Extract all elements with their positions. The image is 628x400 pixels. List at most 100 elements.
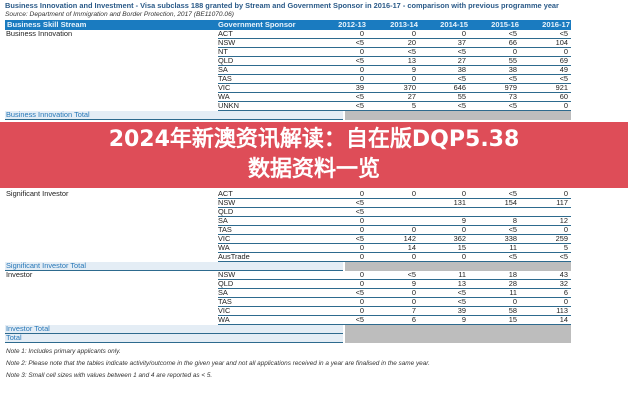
row-divider	[218, 271, 571, 280]
sponsor-cell: VIC	[218, 306, 231, 315]
row-divider	[218, 253, 571, 262]
value-cell: 0	[359, 216, 364, 225]
value-cell: 55	[457, 92, 466, 101]
value-cell: 14	[559, 315, 568, 324]
value-cell: <5	[355, 38, 364, 47]
banner-line: 数据资料一览	[247, 157, 380, 182]
table-row: TAS 0 0 0 <5 0	[5, 226, 571, 235]
table-row: SA 0 9 38 38 49	[5, 66, 571, 75]
value-cell: <5	[407, 47, 416, 56]
value-cell: 27	[457, 56, 466, 65]
value-cell: 0	[411, 297, 416, 306]
row-divider	[218, 208, 571, 217]
stream-label: Investor	[6, 270, 33, 279]
sponsor-cell: QLD	[218, 56, 234, 65]
sponsor-cell: ACT	[218, 29, 233, 38]
value-cell: 0	[512, 297, 517, 306]
row-divider	[218, 316, 571, 325]
sponsor-cell: WA	[218, 243, 230, 252]
table-row: SA <5 0 <5 11 6	[5, 289, 571, 298]
data-table: Business Skill Stream Government Sponsor…	[0, 20, 628, 382]
value-cell: 154	[504, 198, 517, 207]
sponsor-cell: QLD	[218, 279, 234, 288]
total-values-blank	[345, 325, 571, 334]
table-row: VIC <5 142 362 338 259	[5, 235, 571, 244]
table-row: VIC 0 7 39 58 113	[5, 307, 571, 316]
value-cell: 0	[563, 47, 568, 56]
table-header: Business Skill Stream Government Sponsor…	[5, 20, 571, 30]
value-cell: 37	[457, 38, 466, 47]
header-stream: Business Skill Stream	[7, 20, 87, 29]
value-cell: 0	[411, 252, 416, 261]
value-cell: 259	[555, 234, 568, 243]
value-cell: 362	[453, 234, 466, 243]
sponsor-cell: TAS	[218, 297, 232, 306]
value-cell: 0	[359, 189, 364, 198]
sponsor-cell: SA	[218, 288, 228, 297]
value-cell: 0	[563, 297, 568, 306]
value-cell: 13	[457, 279, 466, 288]
header-year: 2016-17	[542, 20, 570, 29]
row-divider	[218, 39, 571, 48]
grand-total-label: Total	[5, 334, 343, 343]
value-cell: 60	[559, 92, 568, 101]
value-cell: 979	[504, 83, 517, 92]
value-cell: 39	[355, 83, 364, 92]
value-cell: 7	[411, 306, 416, 315]
value-cell: <5	[355, 315, 364, 324]
row-divider	[218, 289, 571, 298]
table-row: NSW <5 131 154 117	[5, 199, 571, 208]
table-row: QLD <5	[5, 208, 571, 217]
value-cell: 0	[461, 225, 466, 234]
value-cell: 0	[461, 189, 466, 198]
value-cell: 5	[411, 101, 416, 110]
sponsor-cell: NSW	[218, 198, 236, 207]
sponsor-cell: NT	[218, 47, 228, 56]
value-cell: <5	[355, 56, 364, 65]
value-cell: <5	[457, 74, 466, 83]
value-cell: <5	[355, 198, 364, 207]
value-cell: <5	[508, 29, 517, 38]
value-cell: 73	[508, 92, 517, 101]
table-row: SA 0 9 8 12	[5, 217, 571, 226]
value-cell: 921	[555, 83, 568, 92]
value-cell: 0	[461, 252, 466, 261]
table-row: Significant Investor ACT 0 0 0 <5 0	[5, 190, 571, 199]
value-cell: 0	[359, 65, 364, 74]
value-cell: 11	[509, 243, 517, 252]
value-cell: 0	[411, 288, 416, 297]
sponsor-cell: AusTrade	[218, 252, 250, 261]
value-cell: 0	[563, 225, 568, 234]
value-cell: <5	[355, 92, 364, 101]
header-year: 2012-13	[338, 20, 366, 29]
value-cell: 0	[563, 101, 568, 110]
header-year: 2015-16	[491, 20, 519, 29]
value-cell: 113	[556, 306, 568, 315]
value-cell: 12	[559, 216, 568, 225]
sponsor-cell: ACT	[218, 189, 233, 198]
header-sponsor: Government Sponsor	[218, 20, 296, 29]
value-cell: 39	[457, 306, 466, 315]
sponsor-cell: TAS	[218, 74, 232, 83]
value-cell: 0	[359, 279, 364, 288]
table-row: NSW <5 20 37 66 104	[5, 39, 571, 48]
group-total-row: Investor Total	[5, 325, 571, 334]
note: Note 1: Includes primary applicants only…	[6, 348, 121, 355]
notes: Note 1: Includes primary applicants only…	[5, 346, 571, 382]
sponsor-cell: WA	[218, 92, 230, 101]
table-row: AusTrade 0 0 0 <5 <5	[5, 253, 571, 262]
value-cell: 43	[559, 270, 568, 279]
value-cell: <5	[355, 207, 364, 216]
table-row: VIC 39 370 646 979 921	[5, 84, 571, 93]
row-divider	[218, 235, 571, 244]
row-divider	[218, 244, 571, 253]
value-cell: 0	[411, 74, 416, 83]
report-title: Business Innovation and Investment - Vis…	[5, 1, 559, 10]
sponsor-cell: QLD	[218, 207, 234, 216]
group-total-row: Business Innovation Total	[5, 111, 571, 120]
value-cell: 142	[403, 234, 416, 243]
value-cell: 0	[512, 47, 517, 56]
value-cell: 0	[411, 189, 416, 198]
value-cell: 0	[359, 74, 364, 83]
value-cell: <5	[508, 101, 517, 110]
